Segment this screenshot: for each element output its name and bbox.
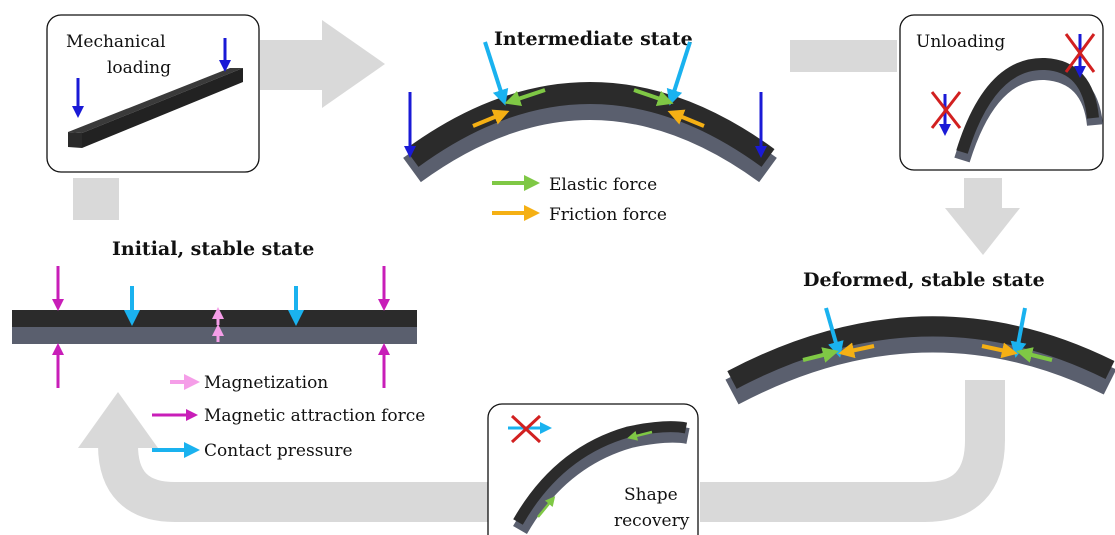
- flow-arrow-right-down: [945, 178, 1020, 255]
- legend-elastic-label: Elastic force: [549, 175, 657, 195]
- loading-label-line1: Mechanical: [66, 32, 166, 52]
- deformed-friction-arrow-left: [838, 342, 875, 359]
- loading-beam: [68, 68, 243, 148]
- flow-bar-top-right: [790, 40, 897, 72]
- unloading-beam: [954, 57, 1103, 163]
- intermediate-elastic-arrow-right: [633, 88, 674, 106]
- intermediate-contact-arrow-right: [666, 41, 692, 106]
- deformed-elastic-arrow-right: [1016, 347, 1053, 363]
- intermediate-friction-arrow-right: [667, 109, 705, 128]
- flow-loop-bottom: [98, 380, 1005, 522]
- unloading-cross-right: [1064, 33, 1096, 73]
- flow-arrowhead-up: [78, 392, 158, 448]
- recovery-elastic-arrow-lower: [537, 496, 556, 518]
- recovery-label-line1: Shape: [624, 485, 678, 505]
- unloading-label: Unloading: [916, 32, 1005, 52]
- recovery-beam: [513, 421, 690, 535]
- deformed-elastic-arrow-left: [802, 347, 839, 363]
- legend-magnetization-label: Magnetization: [204, 373, 328, 393]
- intermediate-contact-arrow-left: [483, 41, 509, 106]
- deformed-arch: [725, 316, 1115, 405]
- loading-label-line2: loading: [107, 58, 171, 78]
- deformed-contact-arrow-right: [1010, 307, 1027, 358]
- intermediate-elastic-arrow-left: [504, 88, 546, 107]
- intermediate-friction-arrow-left: [472, 109, 510, 128]
- flow-arrow-top-left: [260, 20, 385, 108]
- legend-attraction-label: Magnetic attraction force: [204, 406, 425, 426]
- legend-contact-label: Contact pressure: [204, 441, 353, 461]
- legend-friction-label: Friction force: [549, 205, 667, 225]
- flow-bar-left-up: [73, 178, 119, 220]
- deformed-friction-arrow-right: [981, 342, 1018, 359]
- recovery-cross: [510, 414, 542, 444]
- recovery-elastic-arrow-upper: [627, 430, 653, 441]
- initial-beam: [12, 310, 417, 344]
- recovery-label-line2: recovery: [614, 511, 690, 531]
- intermediate-arch: [403, 82, 777, 183]
- title-intermediate: Intermediate state: [494, 28, 693, 50]
- deformed-contact-arrow-left: [824, 307, 844, 358]
- unloading-cross-left: [930, 91, 962, 129]
- title-deformed: Deformed, stable state: [803, 269, 1045, 291]
- title-initial: Initial, stable state: [112, 238, 314, 260]
